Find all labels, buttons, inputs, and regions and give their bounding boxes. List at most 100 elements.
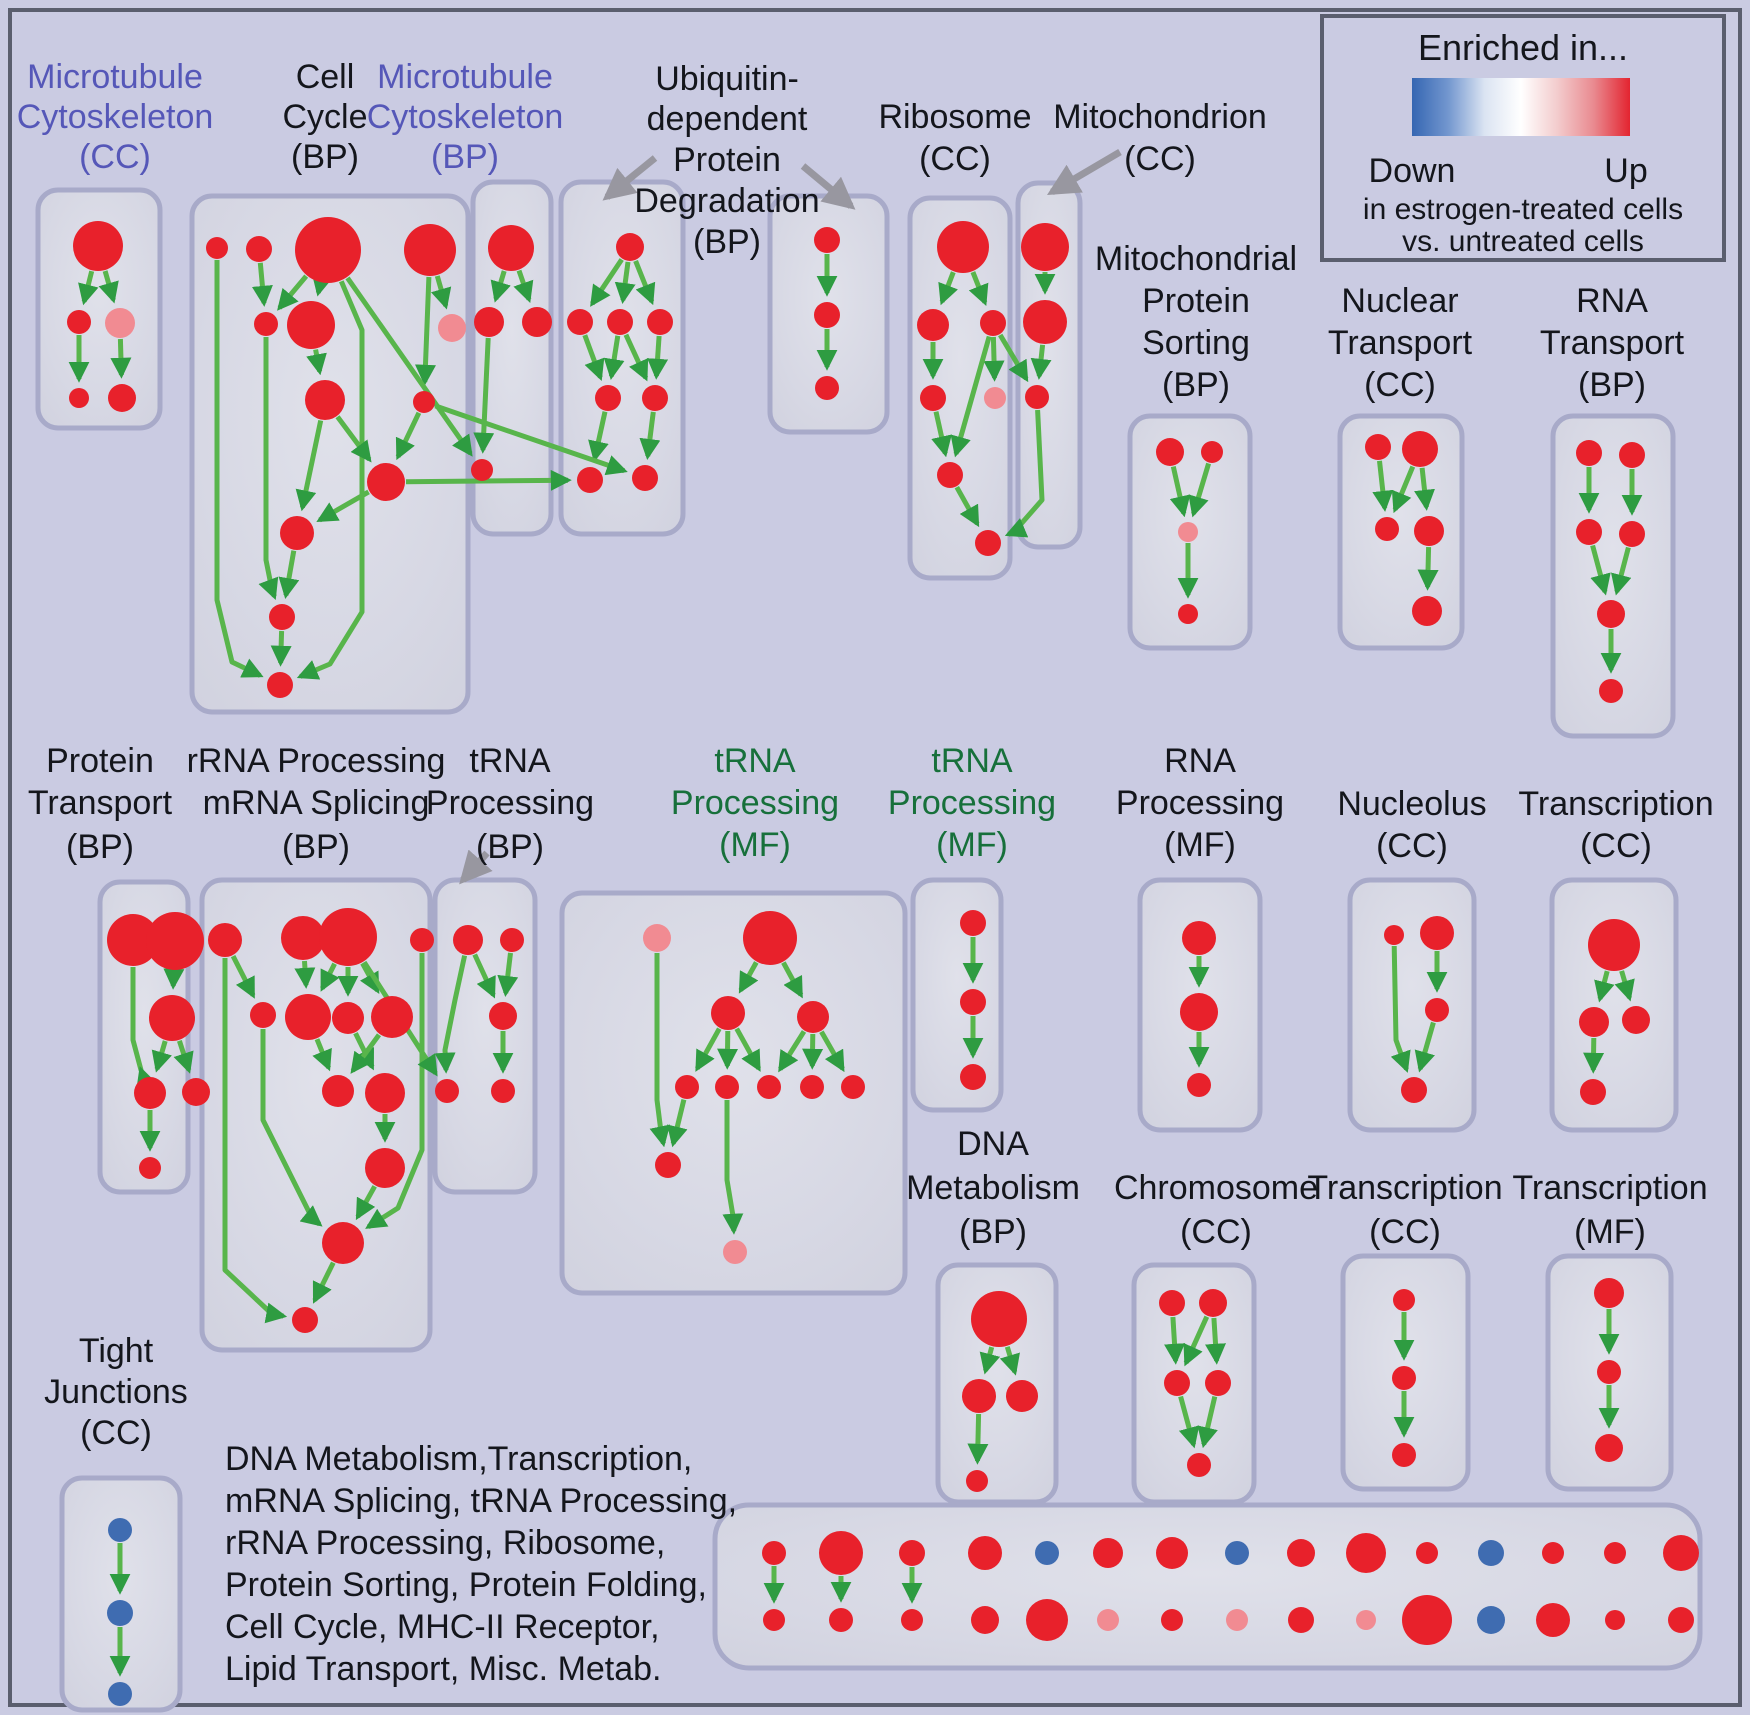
go-term-node-tmf1 [711,996,745,1030]
hierarchy-edge-dnam [979,1346,1001,1375]
go-term-node-rrna [292,1307,318,1333]
cluster-label-transcription-cc-row2: Transcription [1518,785,1713,823]
go-term-node-pt [146,912,204,970]
go-term-node-rrna [281,916,325,960]
cluster-label-tight-junctions-cc: (CC) [80,1414,152,1452]
hierarchy-edge-cellcycle [430,275,452,310]
go-term-node-tmf2 [960,989,986,1015]
cluster-label-nuclear-transport-cc: (CC) [1364,366,1436,404]
hierarchy-edge-rnat [1590,544,1611,596]
hierarchy-edge-ubiquitin [582,334,605,381]
hierarchy-edge-tmf1 [802,1033,824,1070]
hierarchy-edge-tmf1 [819,1030,845,1073]
cluster-label-microtubule-cytoskeleton-cc: Cytoskeleton [17,98,214,136]
go-term-node-ubiquitin [616,233,644,261]
go-term-node-cellcycle [246,236,272,262]
cluster-label-rna-processing-mf: RNA [1164,742,1236,780]
cluster-label-mitochondrial-protein-sorting-bp: (BP) [1162,366,1230,404]
legend-down-label: Down [1369,152,1456,190]
go-term-node-chrom [1199,1289,1227,1317]
go-term-node-dnam [971,1291,1027,1347]
hierarchy-edge-ubiquitin [614,261,636,304]
go-term-node-transcc3 [1392,1366,1416,1390]
summary-text-line: rRNA Processing, Ribosome, [225,1524,665,1562]
hierarchy-edge-mito [1030,344,1052,380]
go-term-node-mtbp [474,307,504,337]
go-term-node-tmf1 [797,1001,829,1033]
hierarchy-edge-rrna [312,1261,336,1304]
hierarchy-edge-rrna [355,1185,377,1221]
cluster-label-protein-transport-bp: (BP) [66,828,134,866]
go-term-node-mtbp [488,225,534,271]
cluster-label-ubiquitin-dependent-protein-degradation-bp: Ubiquitin- [655,60,799,98]
cluster-label-mitochondrion-cc: (CC) [1124,140,1196,178]
cluster-label-transcription-cc-row2: (CC) [1580,827,1652,865]
cluster-label-mitochondrial-protein-sorting-bp: Sorting [1142,324,1250,362]
go-term-node-summary [1161,1609,1183,1631]
go-term-node-mito [1021,223,1069,271]
hierarchy-edge-ubiquitin [603,335,625,381]
go-term-node-cellcycle [280,516,314,550]
hierarchy-edge-trnabp [472,953,496,999]
hierarchy-edge-pt [173,1040,194,1074]
cluster-label-transcription-cc-row3: (CC) [1369,1213,1441,1251]
hierarchy-edge-rrna [320,962,340,992]
cluster-label-mitochondrion-cc: Mitochondrion [1053,98,1267,136]
hierarchy-edge-ribosome [931,411,952,458]
go-term-node-summary [1605,1610,1625,1630]
cluster-label-transcription-cc-row3: Transcription [1307,1169,1502,1207]
hierarchy-edge-dnam [999,1346,1020,1376]
hierarchy-edge-nt [1372,460,1394,512]
go-term-node-dnam [1006,1380,1038,1412]
hierarchy-edge-mtcc [110,338,132,379]
hierarchy-edge-ribosome [950,335,992,458]
go-term-node-ubiquitin [577,467,603,493]
cluster-label-trna-processing-bp: Processing [426,784,594,822]
go-term-node-ribosome [937,221,989,273]
go-term-node-nt [1414,516,1444,546]
summary-text-line: mRNA Splicing, tRNA Processing, [225,1482,737,1520]
cluster-label-microtubule-cytoskeleton-bp: (BP) [431,138,499,176]
go-term-node-summary [1536,1603,1570,1637]
hierarchy-edge-nucleolus [1414,1021,1436,1073]
go-term-node-tj [108,1518,132,1542]
cluster-label-trna-processing-mf-1: Processing [671,784,839,822]
go-term-node-dnam [966,1470,988,1492]
cluster-label-microtubule-cytoskeleton-cc: (CC) [79,138,151,176]
go-term-node-rnat [1576,440,1602,466]
summary-text-line: Protein Sorting, Protein Folding, [225,1566,707,1604]
go-term-node-ribosome [975,530,1001,556]
hierarchy-edge-chrom [1205,1317,1227,1365]
cluster-label-cell-cycle-bp: (BP) [291,138,359,176]
hierarchy-edge-tmf1 [781,961,804,999]
go-term-node-transcc2 [1580,1079,1606,1105]
go-term-node-rnat [1619,442,1645,468]
cluster-box-rrna [199,877,433,1353]
hierarchy-edge-dnam [967,1413,989,1465]
cluster-label-transcription-mf: (MF) [1574,1213,1646,1251]
hierarchy-edge-transcc2 [1583,1037,1605,1074]
cluster-label-trna-processing-mf-1: (MF) [719,826,791,864]
cluster-box-tmf2 [910,877,1004,1113]
go-term-node-ribosome [920,385,946,411]
go-term-node-nucleolus [1384,925,1404,945]
go-term-node-rrna [365,1148,405,1188]
cluster-label-rna-transport-bp: (BP) [1578,366,1646,404]
hierarchy-edge-trnabp [434,955,468,1074]
go-term-node-pt [107,914,159,966]
go-term-node-mito [1025,385,1049,409]
go-term-node-chrom [1164,1370,1190,1396]
go-term-node-mtbp [471,459,493,481]
hierarchy-edge-cellcycle [278,550,300,600]
go-term-node-rrna [285,994,331,1040]
go-term-node-summary [971,1606,999,1634]
go-term-node-trnabp [489,1002,517,1030]
cluster-label-ribosome-cc: (CC) [919,140,991,178]
go-term-node-ubiquitin [647,309,673,335]
hierarchy-edge-tmf1 [738,961,759,994]
go-term-node-rnat [1576,519,1602,545]
hierarchy-edge-cellcycle [251,262,273,307]
go-term-node-summary [1668,1607,1694,1633]
annotation-arrow-2 [1047,148,1122,196]
